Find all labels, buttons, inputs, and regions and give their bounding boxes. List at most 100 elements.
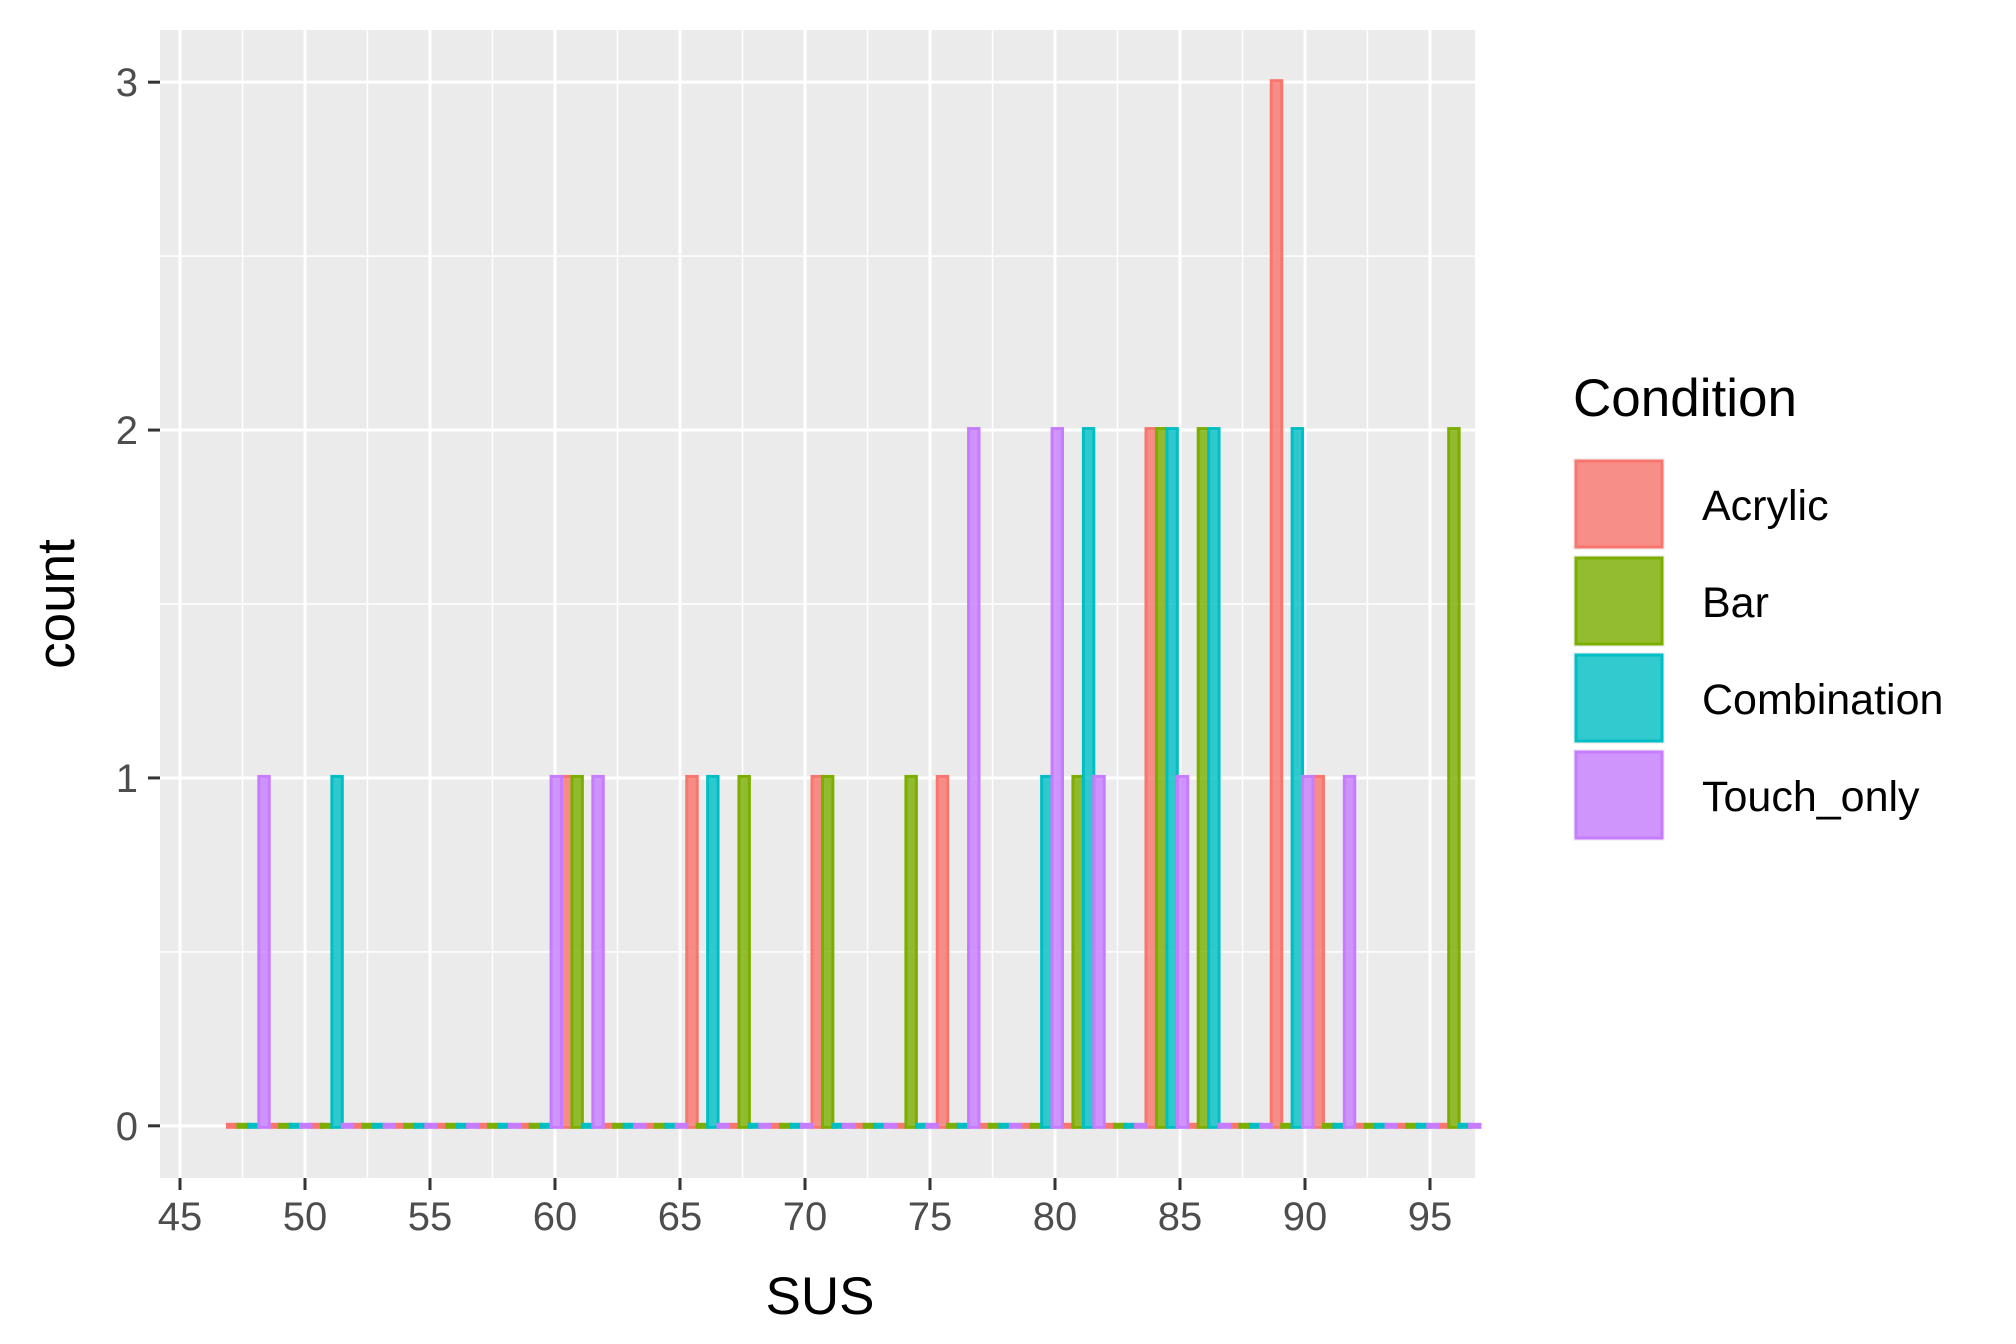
legend-swatch [1574,459,1664,549]
bar-touch-only [1092,774,1106,1129]
bar-bar [445,1122,459,1129]
bar-acrylic [727,1122,741,1129]
bar-touch-only [1342,774,1357,1129]
bar-touch-only [633,1122,647,1129]
x-tick-label: 45 [158,1195,203,1239]
bar-combination [539,1122,553,1129]
bar-acrylic [309,1122,323,1129]
bar-bar [361,1122,376,1129]
bar-acrylic [1102,1122,1117,1129]
bar-bar [236,1122,250,1129]
bar-combination [706,774,720,1129]
bar-bar [1363,1122,1378,1129]
bar-acrylic [852,1122,866,1129]
y-axis: 0 1 2 3 [116,61,160,1149]
bar-touch-only [340,1122,355,1129]
bar-touch-only [382,1122,396,1129]
bar-combination [1207,427,1221,1129]
bar-acrylic [935,774,950,1129]
bar-bar [779,1122,793,1129]
legend-label: Combination [1702,676,1943,724]
bar-touch-only [257,774,271,1129]
bar-combination [1374,1122,1388,1129]
y-tick-label: 1 [116,757,138,801]
bar-touch-only [549,774,563,1129]
bar-combination [1457,1122,1472,1129]
bar-bar [278,1122,292,1129]
bar-bar [946,1122,960,1129]
x-tick-label: 55 [408,1195,453,1239]
bar-combination [372,1122,386,1129]
bar-bar [612,1122,626,1129]
bar-combination [956,1122,971,1129]
x-tick-label: 95 [1408,1195,1453,1239]
bar-combination [1081,427,1096,1129]
bar-bar [1196,427,1211,1129]
bar-combination [1165,427,1179,1129]
bar-bar [1113,1122,1127,1129]
bar-bar [1029,1122,1044,1129]
bar-touch-only [716,1122,730,1129]
bar-touch-only [1217,1122,1231,1129]
x-axis: 45 50 55 60 65 70 75 80 85 90 95 [158,1178,1453,1239]
bar-acrylic [601,1122,616,1129]
legend-title: Condition [1573,369,1797,428]
bar-combination [1332,1122,1346,1129]
bar-acrylic [1436,1122,1451,1129]
bars-layer [226,79,1482,1129]
x-tick-label: 65 [658,1195,703,1239]
bar-touch-only [466,1122,480,1129]
x-tick-label: 75 [908,1195,953,1239]
y-axis-title: count [27,539,86,669]
bar-acrylic [1019,1122,1033,1129]
bar-touch-only [507,1122,522,1129]
bar-combination [1290,427,1305,1129]
bar-acrylic [1311,774,1325,1129]
bar-touch-only [800,1122,814,1129]
bar-acrylic [894,1122,908,1129]
bar-acrylic [560,774,574,1129]
legend-swatch [1574,750,1664,840]
bar-combination [664,1122,678,1129]
legend-label: Touch_only [1702,773,1920,821]
bar-touch-only [925,1122,939,1129]
bar-bar [319,1122,334,1129]
bar-touch-only [883,1122,897,1129]
x-axis-title: SUS [766,1267,875,1326]
legend-label: Acrylic [1702,482,1829,530]
bar-touch-only [758,1122,772,1129]
bar-combination [455,1122,470,1129]
bar-combination [622,1122,637,1129]
bar-combination [497,1122,511,1129]
bar-bar [528,1122,543,1129]
legend-swatch [1574,556,1664,646]
bar-touch-only [1426,1122,1440,1129]
bar-bar [987,1122,1002,1129]
bar-acrylic [393,1122,407,1129]
bar-acrylic [1144,427,1158,1129]
bar-combination [873,1122,887,1129]
bar-acrylic [1395,1122,1409,1129]
bar-touch-only [591,774,605,1129]
bar-combination [914,1122,929,1129]
bar-combination [1123,1122,1138,1129]
bar-bar [570,774,584,1129]
x-tick-label: 80 [1033,1195,1078,1239]
bar-touch-only [1468,1122,1482,1129]
bar-touch-only [424,1122,438,1129]
bar-combination [747,1122,762,1129]
bar-combination [288,1122,303,1129]
bar-touch-only [1384,1122,1398,1129]
bar-combination [998,1122,1012,1129]
bar-touch-only [674,1122,689,1129]
bar-acrylic [768,1122,783,1129]
bar-bar [862,1122,877,1129]
legend-label: Bar [1702,579,1769,627]
bar-touch-only [1008,1122,1023,1129]
bar-combination [1415,1122,1430,1129]
bar-combination [789,1122,804,1129]
y-tick-label: 2 [116,409,138,453]
bar-acrylic [1186,1122,1200,1129]
bar-acrylic [267,1122,282,1129]
x-tick-label: 60 [533,1195,578,1239]
